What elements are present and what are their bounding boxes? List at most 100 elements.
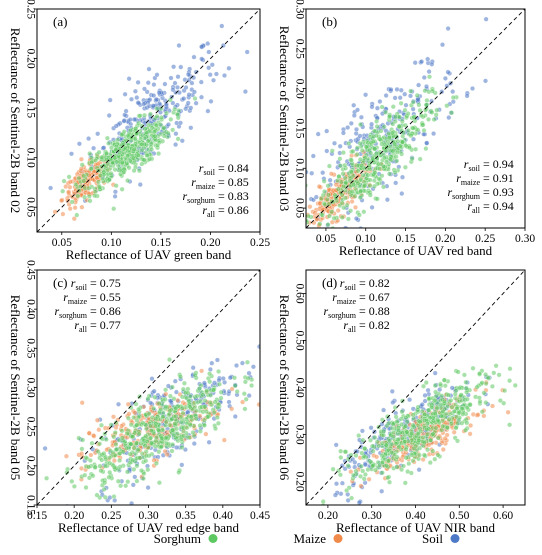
- point-sorghum: [405, 469, 411, 475]
- point-sorghum: [98, 173, 103, 179]
- point-sorghum: [432, 456, 438, 462]
- point-sorghum: [133, 401, 139, 407]
- point-soil: [226, 65, 232, 71]
- point-sorghum: [204, 388, 210, 394]
- point-soil: [206, 49, 212, 55]
- point-soil: [122, 91, 128, 97]
- stat-symbol: rsoil: [71, 276, 88, 292]
- x-tick-label: 0.20: [318, 510, 338, 522]
- point-sorghum: [417, 445, 423, 451]
- point-sorghum: [435, 418, 441, 423]
- point-sorghum: [86, 193, 92, 199]
- point-sorghum: [357, 141, 363, 146]
- y-tick-label: 0.10: [293, 158, 305, 178]
- point-soil: [163, 101, 169, 107]
- point-sorghum: [300, 246, 305, 251]
- point-sorghum: [451, 408, 457, 414]
- point-sorghum: [394, 464, 400, 470]
- point-sorghum: [381, 155, 387, 161]
- one-to-one-line: [305, 269, 526, 506]
- point-soil: [132, 474, 138, 480]
- point-soil: [339, 480, 345, 486]
- point-sorghum: [243, 396, 249, 402]
- point-soil: [172, 80, 178, 86]
- one-to-one-line: [36, 8, 261, 233]
- point-sorghum: [101, 451, 107, 456]
- point-sorghum: [358, 463, 364, 469]
- point-sorghum: [136, 406, 142, 412]
- point-sorghum: [356, 433, 362, 439]
- points-group: [42, 344, 260, 505]
- point-soil: [483, 16, 489, 22]
- point-sorghum: [109, 145, 114, 150]
- x-tick-label: 0.25: [250, 237, 270, 249]
- point-sorghum: [406, 461, 412, 467]
- point-soil: [183, 85, 189, 90]
- legend-label-sorghum: Sorghum: [154, 531, 201, 546]
- point-soil: [379, 488, 385, 494]
- point-sorghum: [144, 439, 150, 445]
- point-maize: [256, 402, 260, 407]
- point-maize: [65, 198, 71, 204]
- point-soil: [445, 69, 451, 75]
- point-soil: [150, 103, 156, 109]
- point-soil: [206, 65, 212, 71]
- point-sorghum: [410, 422, 416, 428]
- point-soil: [134, 95, 140, 101]
- stat-value: = 0.85: [218, 175, 249, 189]
- point-soil: [191, 54, 197, 60]
- point-sorghum: [426, 407, 432, 413]
- point-soil: [393, 180, 399, 186]
- point-maize: [221, 437, 227, 443]
- point-sorghum: [381, 184, 386, 190]
- point-sorghum: [76, 188, 82, 193]
- point-sorghum: [203, 409, 209, 414]
- point-soil: [113, 123, 119, 129]
- x-tick-label: 0.05: [316, 233, 336, 245]
- stat-symbol: rall: [202, 203, 215, 219]
- point-sorghum: [429, 109, 435, 115]
- point-sorghum: [404, 419, 410, 425]
- point-maize: [63, 184, 69, 190]
- point-sorghum: [360, 468, 366, 474]
- point-sorghum: [185, 390, 191, 396]
- point-sorghum: [102, 494, 108, 500]
- point-maize: [481, 413, 487, 419]
- point-sorghum: [147, 156, 153, 162]
- point-soil: [429, 98, 435, 104]
- point-sorghum: [152, 394, 158, 400]
- point-sorghum: [322, 189, 327, 195]
- point-sorghum: [232, 383, 238, 389]
- point-sorghum: [367, 183, 373, 189]
- point-soil: [352, 459, 358, 465]
- point-sorghum: [398, 100, 404, 106]
- point-sorghum: [178, 374, 183, 380]
- point-soil: [416, 82, 422, 88]
- stat-value: = 0.93: [483, 185, 514, 199]
- point-sorghum: [89, 440, 95, 446]
- point-sorghum: [502, 388, 508, 394]
- point-soil: [151, 388, 157, 394]
- point-sorghum: [374, 124, 380, 129]
- point-sorghum: [166, 412, 172, 418]
- point-sorghum: [175, 112, 181, 118]
- point-soil: [355, 107, 360, 113]
- point-maize: [348, 469, 354, 475]
- x-tick-label: 0.15: [151, 237, 171, 249]
- point-sorghum: [446, 416, 452, 422]
- x-tick-label: 0.30: [138, 510, 158, 522]
- point-soil: [112, 193, 118, 199]
- y-tick-label: 0.10: [24, 148, 36, 168]
- point-soil: [179, 462, 185, 468]
- point-sorghum: [187, 421, 193, 427]
- point-sorghum: [408, 88, 414, 94]
- point-soil: [107, 97, 113, 103]
- point-sorghum: [161, 133, 167, 139]
- point-sorghum: [395, 138, 401, 144]
- y-axis-label: Reflectance of Sentinel-2B band 06: [277, 295, 292, 481]
- point-sorghum: [329, 209, 335, 215]
- point-sorghum: [131, 147, 137, 152]
- point-soil: [256, 344, 260, 350]
- point-soil: [191, 89, 197, 95]
- y-tick-label: 0.45: [24, 260, 36, 280]
